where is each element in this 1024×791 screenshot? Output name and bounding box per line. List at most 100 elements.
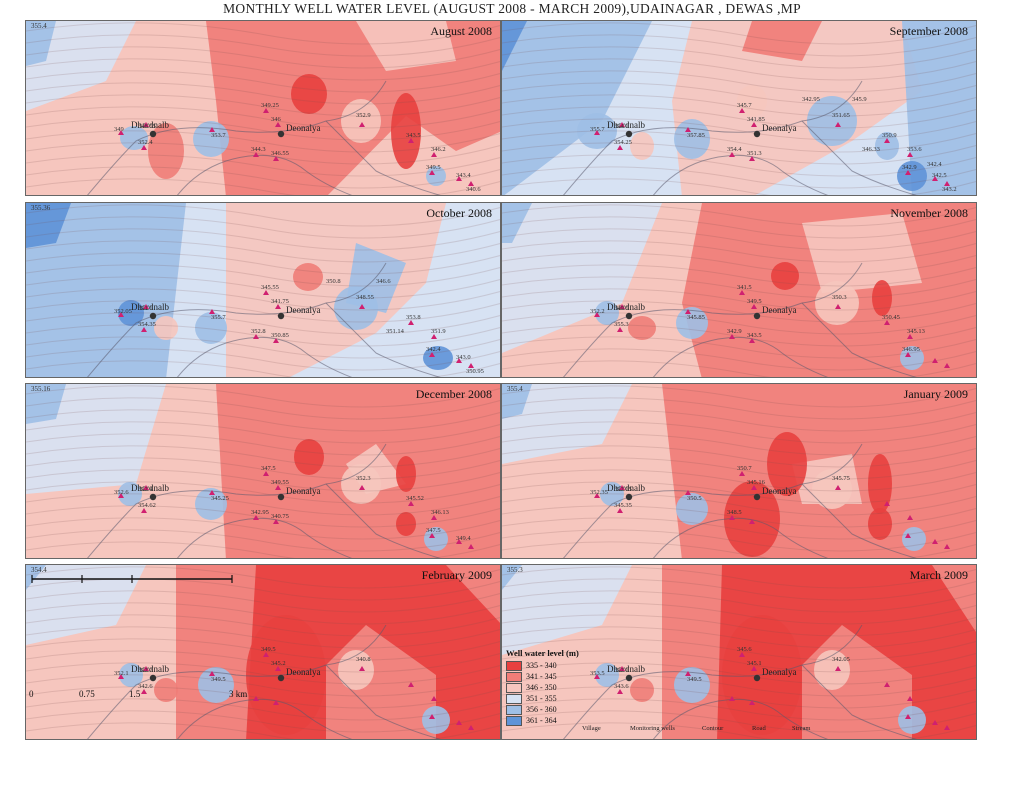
water-level-zone	[396, 456, 416, 492]
well-level-label: 352.35	[590, 489, 608, 496]
legend-label: 346 - 350	[526, 683, 557, 692]
hillshade-line	[26, 638, 500, 661]
water-level-zone	[422, 706, 450, 734]
well-level-label: 352.4	[138, 486, 153, 493]
well-level-label: 343.2	[942, 186, 957, 193]
panel-month-label: October 2008	[426, 206, 492, 220]
village-label: Deonalya	[762, 123, 796, 133]
well-level-label: 340.8	[356, 656, 371, 663]
legend-entry: 351 - 355	[506, 693, 592, 704]
water-level-zone	[502, 21, 652, 195]
village-marker	[149, 312, 157, 320]
well-level-label: 342.05	[832, 656, 850, 663]
village-marker	[625, 312, 633, 320]
monitoring-well-marker	[456, 176, 462, 181]
village-label: Dhardnalb	[131, 120, 169, 130]
village-marker	[625, 130, 633, 138]
legend-label: 351 - 355	[526, 694, 557, 703]
hillshade-line	[502, 469, 976, 492]
village-marker	[625, 674, 633, 682]
monitoring-well-marker	[617, 145, 623, 150]
village-label: Dhardnalb	[131, 664, 169, 674]
water-level-map: Dhardnalb Deonalya 349 348.55 352.4 353.7 349.…	[26, 21, 500, 195]
map-panel: Dhardnalb Deonalya 352.1 352.2 342.6 349.5 349…	[25, 564, 501, 740]
monitoring-well-marker	[594, 493, 600, 498]
hillshade-line	[26, 517, 500, 540]
well-level-label: 352.15	[614, 486, 632, 493]
monitoring-well-marker	[907, 515, 913, 520]
well-level-label: 340.6	[466, 186, 481, 193]
hillshade-line	[26, 252, 500, 275]
hillshade-line	[502, 578, 976, 601]
village-label: Deonalya	[286, 305, 320, 315]
legend-entry: 356 - 360	[506, 704, 592, 715]
water-level-zone	[195, 488, 227, 520]
well-level-label: 355.7	[211, 314, 226, 321]
well-level-label: 350.9	[882, 132, 897, 139]
water-level-zone	[154, 316, 178, 340]
hillshade-line	[26, 264, 500, 287]
panel-month-label: December 2008	[415, 387, 492, 401]
stream-line	[87, 443, 387, 558]
stream-line	[87, 624, 387, 739]
monitoring-well-marker	[468, 363, 474, 368]
water-level-zone	[154, 678, 178, 702]
hillshade-line	[26, 457, 500, 480]
water-level-zone	[334, 286, 378, 330]
monitoring-well-marker	[884, 138, 890, 143]
well-level-label: 349	[114, 126, 124, 133]
monitoring-well-marker	[141, 689, 147, 694]
hillshade-line	[26, 166, 500, 189]
monitoring-well-marker	[263, 471, 269, 476]
legend-swatch	[506, 693, 522, 704]
monitoring-well-marker	[429, 170, 435, 175]
monitoring-well-marker	[118, 312, 124, 317]
monitoring-well-marker	[359, 304, 365, 309]
monitoring-well-marker	[739, 290, 745, 295]
well-level-label: 351.65	[832, 112, 850, 119]
well-level-label: 352.3	[356, 475, 371, 482]
map-panel: Dhardnalb Deonalya 352.6 352.4 354.62 345.25 3…	[25, 383, 501, 559]
monitoring-well-marker	[932, 720, 938, 725]
stream-line	[801, 120, 917, 195]
hillshade-line	[26, 626, 500, 649]
legend-symbol-label: Monitoring wells	[630, 725, 675, 732]
monitoring-well-marker	[275, 666, 281, 671]
well-level-label: 355.3	[614, 321, 629, 328]
hillshade-line	[502, 82, 976, 105]
hillshade-line	[502, 118, 976, 141]
water-level-zone	[502, 384, 632, 464]
village-label: Deonalya	[762, 667, 796, 677]
hillshade-line	[26, 204, 500, 227]
map-title: MONTHLY WELL WATER LEVEL (AUGUST 2008 - …	[223, 1, 801, 16]
monitoring-well-marker	[468, 181, 474, 186]
water-level-zone	[802, 213, 922, 293]
monitoring-well-marker	[359, 666, 365, 671]
hillshade-line	[502, 228, 976, 251]
well-level-label: 351.14	[386, 328, 405, 335]
well-level-label: 350.95	[466, 368, 484, 375]
monitoring-well-marker	[685, 671, 691, 676]
monitoring-well-marker	[619, 122, 625, 127]
stream-line	[325, 664, 441, 739]
well-level-label: 354.4	[727, 146, 742, 153]
monitoring-well-marker	[143, 666, 149, 671]
well-level-label: 343.5	[747, 332, 762, 339]
village-marker	[277, 674, 285, 682]
water-level-zone	[676, 307, 708, 339]
legend-entry: 335 - 340	[506, 660, 592, 671]
well-level-label: 354.1	[614, 123, 629, 130]
monitoring-well-marker	[729, 152, 735, 157]
village-marker	[149, 493, 157, 501]
well-level-label: 344.3	[251, 146, 266, 153]
village-label: Dhardnalb	[607, 664, 645, 674]
hillshade-line	[26, 34, 500, 57]
corner-well-label: 355.4	[507, 385, 523, 393]
water-level-zone	[502, 21, 527, 71]
legend-entry: 361 - 364	[506, 715, 592, 726]
well-level-label: 342.4	[426, 346, 441, 353]
legend-symbol-label: Stream	[792, 725, 811, 732]
village-marker	[753, 130, 761, 138]
legend-swatch	[506, 671, 522, 682]
hillshade-line	[26, 590, 500, 613]
